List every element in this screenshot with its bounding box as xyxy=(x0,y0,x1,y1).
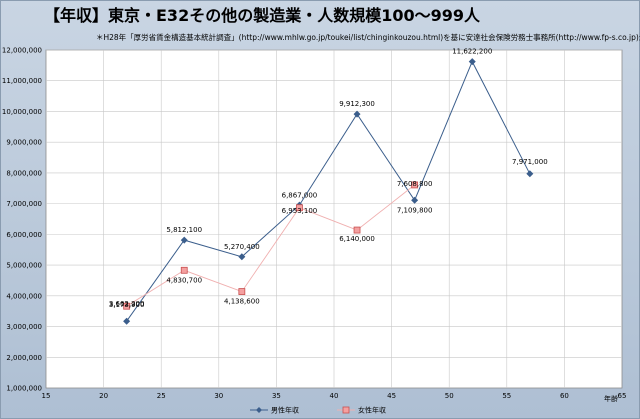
female-marker xyxy=(353,226,361,234)
male-data-label: 11,622,200 xyxy=(452,48,492,56)
chart-title: 【年収】東京・E32その他の製造業・人数規模100～999人 xyxy=(44,6,480,25)
male-marker xyxy=(526,170,534,178)
y-tick-label: 9,000,000 xyxy=(6,139,42,147)
x-tick-label: 25 xyxy=(157,392,166,400)
female-marker xyxy=(123,302,131,310)
male-data-label: 3,173,900 xyxy=(109,301,145,309)
male-data-label: 7,109,800 xyxy=(397,206,433,214)
male-marker xyxy=(353,110,361,118)
female-data-label: 4,138,600 xyxy=(224,298,260,306)
y-tick-label: 6,000,000 xyxy=(6,231,42,239)
legend-marker-female xyxy=(342,406,350,414)
x-tick-label: 20 xyxy=(99,392,108,400)
male-marker xyxy=(238,253,246,261)
x-tick-label: 60 xyxy=(560,392,569,400)
chart-subtitle: ＊H28年「厚労省賃金構造基本統計調査」(http://www.mhlw.go.… xyxy=(96,33,640,42)
x-tick-label: 30 xyxy=(214,392,223,400)
y-tick-label: 11,000,000 xyxy=(2,77,42,85)
x-tick-label: 15 xyxy=(42,392,51,400)
legend-label-male: 男性年収 xyxy=(271,406,299,415)
y-tick-label: 3,000,000 xyxy=(6,323,42,331)
x-tick-label: 35 xyxy=(272,392,281,400)
y-tick-label: 12,000,000 xyxy=(2,47,42,55)
legend-marker-male xyxy=(256,407,262,413)
series-line-2 xyxy=(126,184,415,307)
male-data-label: 5,812,100 xyxy=(166,226,202,234)
male-marker xyxy=(411,196,419,204)
grid-lines xyxy=(46,49,622,388)
y-tick-label: 7,000,000 xyxy=(6,200,42,208)
y-axis-ticks: 1,000,000 2,000,000 3,000,000 4,000,000 5,00… xyxy=(2,47,42,393)
female-data-label: 4,830,700 xyxy=(166,276,202,284)
x-axis-ticks: 15 20 25 30 35 40 45 50 55 60 65 xyxy=(42,392,627,400)
x-tick-label: 65 xyxy=(618,392,627,400)
x-tick-label: 50 xyxy=(445,392,454,400)
female-data-label: 3,662,200 xyxy=(109,300,145,308)
male-data-label: 5,270,400 xyxy=(224,243,260,251)
series-lines xyxy=(126,60,531,322)
x-tick-label: 55 xyxy=(502,392,511,400)
y-tick-label: 5,000,000 xyxy=(6,262,42,270)
y-tick-label: 10,000,000 xyxy=(2,108,42,116)
x-axis-label: 年齢 xyxy=(604,394,618,403)
male-marker xyxy=(468,58,476,66)
female-marker xyxy=(238,288,246,295)
male-data-label: 9,912,300 xyxy=(339,100,375,108)
y-tick-label: 2,000,000 xyxy=(6,354,42,362)
y-tick-label: 1,000,000 xyxy=(6,385,42,393)
male-marker xyxy=(180,236,188,244)
data-labels: 3,173,900 5,812,100 5,270,400 6,953,100 9,91… xyxy=(109,48,548,310)
series-markers xyxy=(123,58,534,325)
x-tick-label: 45 xyxy=(387,392,396,400)
female-marker xyxy=(296,204,303,212)
x-tick-label: 40 xyxy=(330,392,339,400)
male-data-label: 7,971,000 xyxy=(512,158,548,166)
female-data-label: 7,608,800 xyxy=(397,180,433,188)
male-marker xyxy=(123,317,131,325)
female-marker xyxy=(411,181,419,189)
male-data-label: 6,953,100 xyxy=(282,207,318,215)
legend: 男性年収 女性年収 xyxy=(250,406,386,415)
y-tick-label: 4,000,000 xyxy=(6,292,42,300)
female-data-label: 6,140,000 xyxy=(339,235,375,243)
female-marker xyxy=(180,266,188,274)
y-tick-label: 8,000,000 xyxy=(6,169,42,177)
female-data-label: 6,867,000 xyxy=(282,192,318,200)
legend-label-female: 女性年収 xyxy=(358,406,386,415)
series-line-1 xyxy=(126,60,531,322)
